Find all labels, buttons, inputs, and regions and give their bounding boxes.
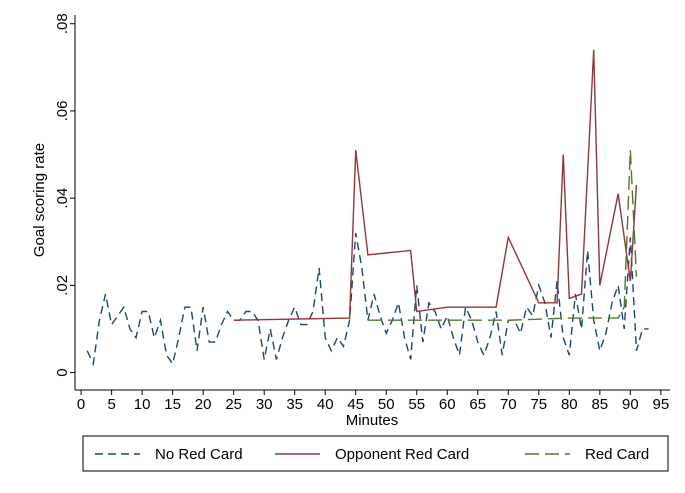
x-tick-label: 40 [317, 396, 334, 413]
x-tick-label: 95 [653, 396, 670, 413]
x-axis-title: Minutes [346, 412, 399, 429]
x-tick-label: 45 [347, 396, 364, 413]
x-tick-label: 85 [591, 396, 608, 413]
x-tick-label: 75 [530, 396, 547, 413]
x-tick-label: 0 [77, 396, 85, 413]
y-tick-label: .08 [54, 13, 71, 34]
x-tick-label: 60 [439, 396, 456, 413]
line-series [367, 150, 638, 321]
x-tick-label: 50 [378, 396, 395, 413]
x-tick-label: 5 [107, 396, 115, 413]
x-tick-label: 25 [225, 396, 242, 413]
y-tick-label: .06 [54, 101, 71, 122]
legend [82, 435, 669, 472]
legend-label: Opponent Red Card [335, 446, 469, 463]
x-tick-label: 20 [195, 396, 212, 413]
y-tick-label: 0 [54, 368, 71, 376]
x-tick-label: 10 [134, 396, 151, 413]
x-tick-label: 15 [164, 396, 181, 413]
y-axis-title: Goal scoring rate [31, 143, 48, 257]
x-tick-label: 70 [500, 396, 517, 413]
legend-label: No Red Card [155, 446, 243, 463]
x-tick-label: 30 [256, 396, 273, 413]
x-tick-label: 55 [408, 396, 425, 413]
legend-label: Red Card [585, 446, 649, 463]
x-tick-label: 35 [286, 396, 303, 413]
x-tick-label: 65 [469, 396, 486, 413]
x-tick-label: 90 [622, 396, 639, 413]
line-series [86, 232, 649, 367]
line-series [233, 49, 638, 321]
y-tick-label: .02 [54, 275, 71, 296]
x-tick-label: 80 [561, 396, 578, 413]
y-tick-label: .04 [54, 188, 71, 209]
